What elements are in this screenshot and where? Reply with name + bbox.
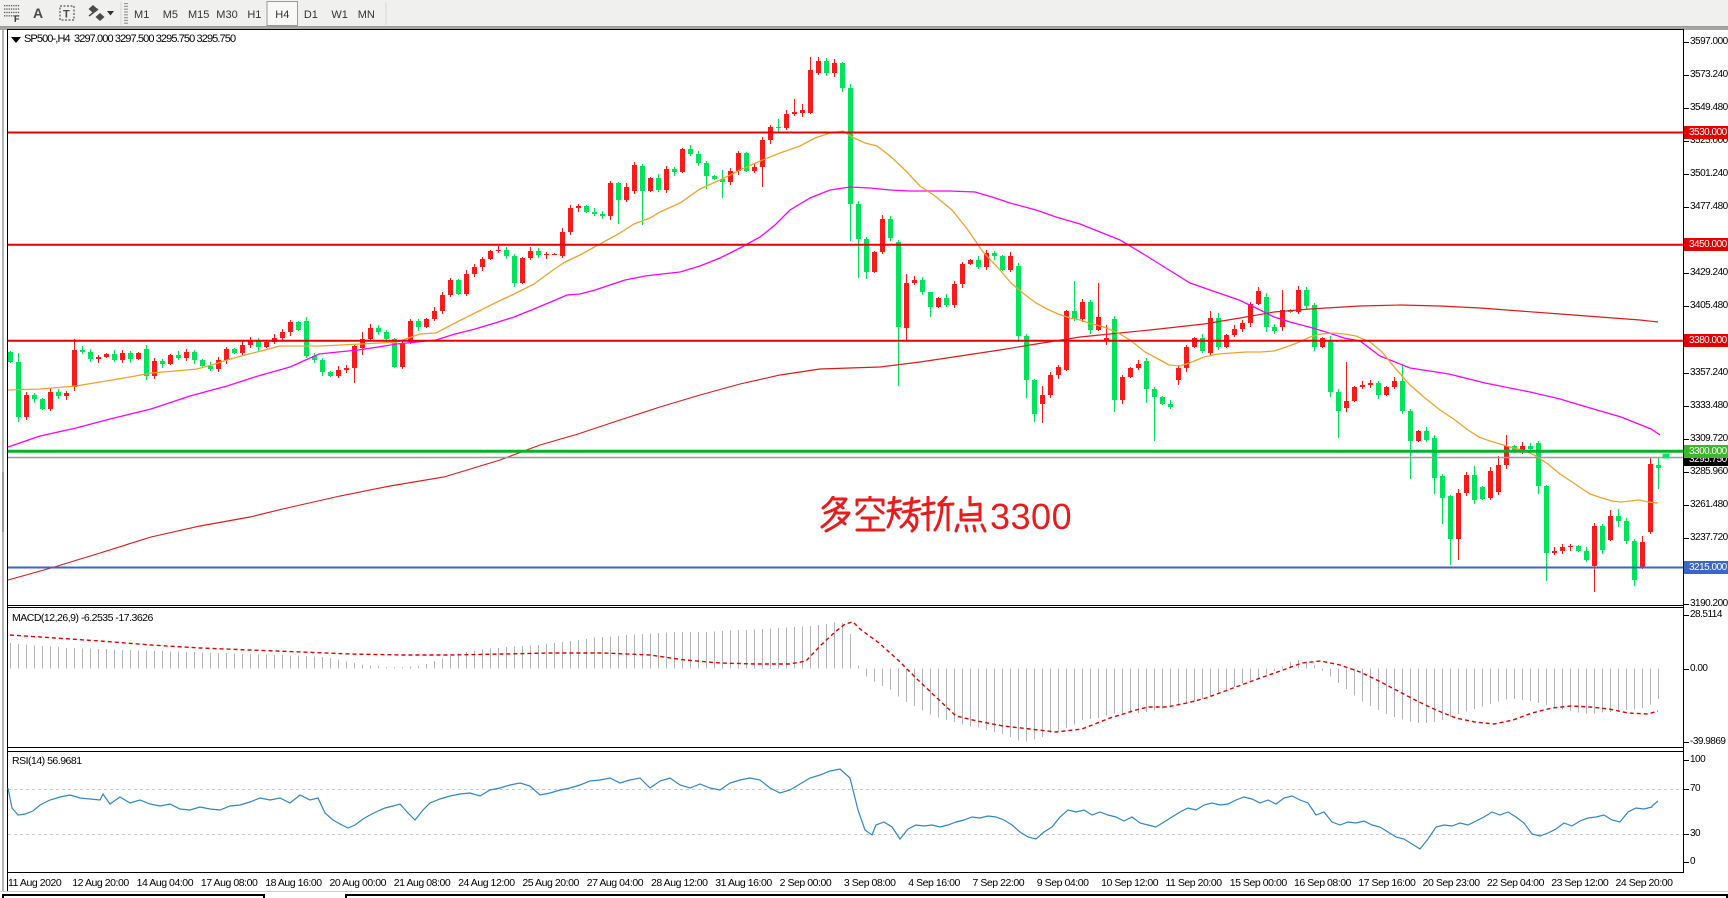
svg-text:M15: M15: [188, 9, 209, 21]
svg-text:3300: 3300: [990, 496, 1072, 536]
svg-text:M5: M5: [163, 9, 178, 21]
svg-text:A: A: [33, 5, 43, 21]
svg-text:D1: D1: [304, 9, 318, 21]
svg-text:M30: M30: [216, 9, 237, 21]
svg-text:W1: W1: [331, 9, 348, 21]
svg-text:F: F: [14, 14, 20, 24]
svg-text:H4: H4: [275, 9, 289, 21]
svg-text:H1: H1: [247, 9, 261, 21]
svg-text:M1: M1: [134, 9, 149, 21]
svg-text:MN: MN: [358, 9, 375, 21]
svg-text:T: T: [63, 9, 70, 21]
